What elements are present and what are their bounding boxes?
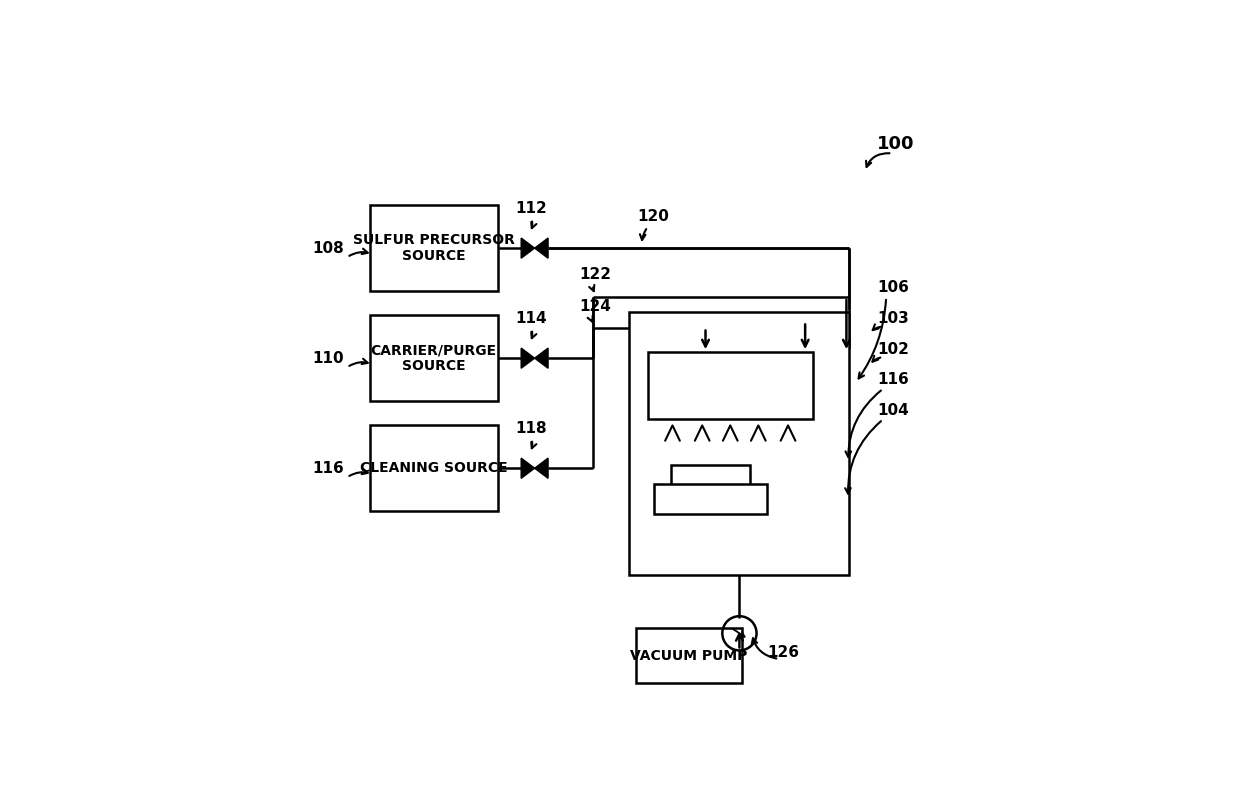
Text: CLEANING SOURCE: CLEANING SOURCE xyxy=(360,461,507,476)
Bar xyxy=(635,628,743,684)
Text: 118: 118 xyxy=(516,422,547,437)
Bar xyxy=(370,426,498,511)
Text: VACUUM PUMP: VACUUM PUMP xyxy=(630,649,748,663)
Bar xyxy=(671,465,750,487)
Bar xyxy=(653,484,768,514)
Bar xyxy=(370,315,498,401)
Polygon shape xyxy=(534,458,548,478)
Text: 116: 116 xyxy=(312,461,343,476)
Polygon shape xyxy=(534,348,548,368)
Polygon shape xyxy=(521,238,534,258)
Text: 126: 126 xyxy=(768,646,799,661)
Bar xyxy=(370,206,498,291)
Text: 116: 116 xyxy=(877,372,909,387)
Text: 104: 104 xyxy=(877,403,909,418)
Text: 103: 103 xyxy=(877,311,909,326)
Text: 112: 112 xyxy=(516,202,547,216)
Text: CARRIER/PURGE
SOURCE: CARRIER/PURGE SOURCE xyxy=(371,343,497,373)
Bar xyxy=(630,312,849,575)
Text: 124: 124 xyxy=(579,299,611,314)
Text: 114: 114 xyxy=(516,311,547,326)
Text: SULFUR PRECURSOR
SOURCE: SULFUR PRECURSOR SOURCE xyxy=(353,233,515,264)
Bar xyxy=(647,352,812,419)
Text: 120: 120 xyxy=(637,209,670,224)
Text: 102: 102 xyxy=(877,341,909,357)
Polygon shape xyxy=(534,238,548,258)
Polygon shape xyxy=(521,348,534,368)
Text: 100: 100 xyxy=(877,135,914,153)
Polygon shape xyxy=(521,458,534,478)
Text: 108: 108 xyxy=(312,241,343,256)
Text: 122: 122 xyxy=(579,267,611,282)
Text: 110: 110 xyxy=(312,351,343,366)
Text: 106: 106 xyxy=(877,280,909,295)
